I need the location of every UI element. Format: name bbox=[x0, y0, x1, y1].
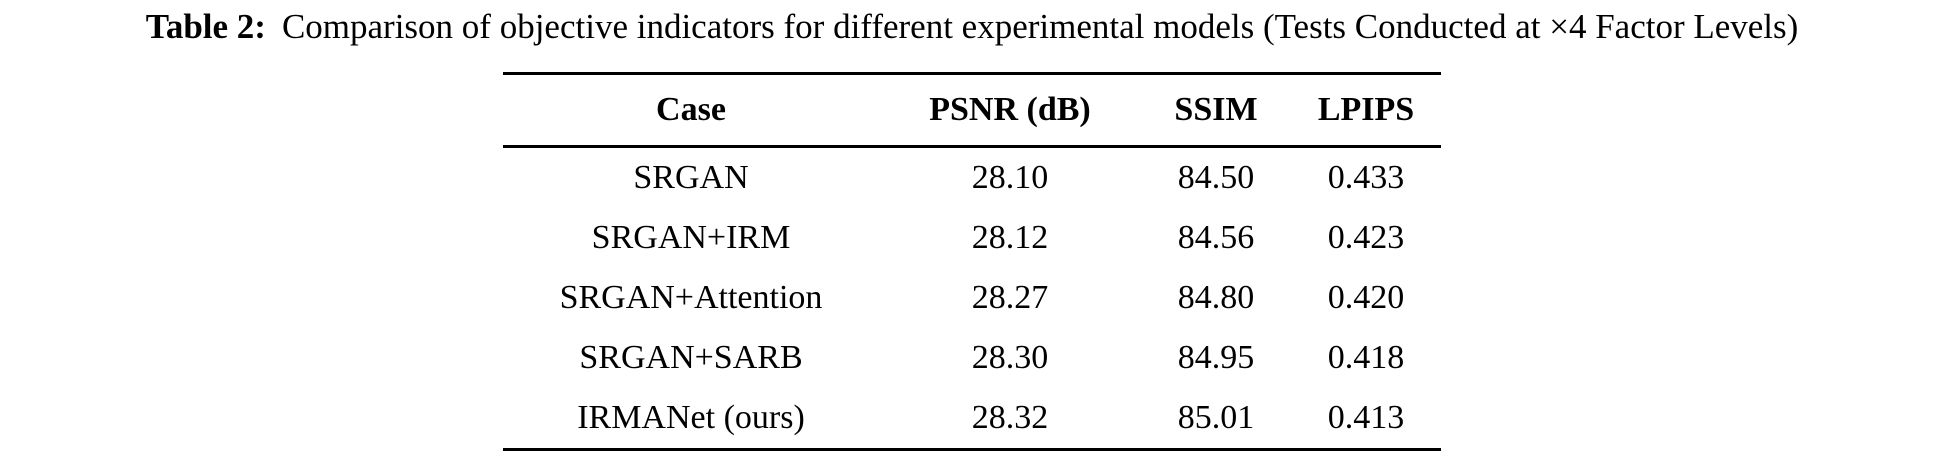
cell-psnr: 28.27 bbox=[971, 279, 1049, 316]
cell-lpips: 0.423 bbox=[1327, 219, 1405, 256]
cell-psnr: 28.10 bbox=[971, 159, 1049, 196]
cell-case: SRGAN bbox=[633, 159, 749, 196]
cell-case: SRGAN+Attention bbox=[559, 279, 823, 316]
table-caption: Table 2: Comparison of objective indicato… bbox=[0, 0, 1944, 51]
table-row-srgan-attention: SRGAN+Attention 28.27 84.80 0.420 bbox=[503, 268, 1441, 328]
cell-case: IRMANet (ours) bbox=[577, 399, 805, 436]
cell-case: SRGAN+IRM bbox=[591, 219, 791, 256]
table-row-irmanet-ours: IRMANet (ours) 28.32 85.01 0.413 bbox=[503, 388, 1441, 450]
table-caption-label: Table 2: bbox=[145, 7, 266, 46]
cell-ssim: 84.56 bbox=[1177, 219, 1255, 256]
results-table: Case PSNR (dB) SSIM LPIPS SRGAN 28.10 84… bbox=[503, 72, 1441, 451]
table-caption-text: Comparison of objective indicators for d… bbox=[281, 7, 1799, 46]
column-header-psnr: PSNR (dB) bbox=[879, 73, 1141, 148]
cell-case: SRGAN+SARB bbox=[579, 339, 803, 376]
header-row: Case PSNR (dB) SSIM LPIPS bbox=[503, 73, 1441, 148]
cell-psnr: 28.30 bbox=[971, 339, 1049, 376]
cell-lpips: 0.413 bbox=[1327, 399, 1405, 436]
cell-lpips: 0.433 bbox=[1327, 159, 1405, 196]
cell-lpips: 0.418 bbox=[1327, 339, 1405, 376]
cell-psnr: 28.12 bbox=[971, 219, 1049, 256]
table-row-srgan-irm: SRGAN+IRM 28.12 84.56 0.423 bbox=[503, 208, 1441, 268]
cell-ssim: 84.80 bbox=[1177, 279, 1255, 316]
column-header-ssim: SSIM bbox=[1141, 73, 1291, 148]
table-row-srgan-sarb: SRGAN+SARB 28.30 84.95 0.418 bbox=[503, 328, 1441, 388]
cell-ssim: 84.95 bbox=[1177, 339, 1255, 376]
cell-psnr: 28.32 bbox=[971, 399, 1049, 436]
column-header-case: Case bbox=[503, 73, 879, 148]
table-row-srgan: SRGAN 28.10 84.50 0.433 bbox=[503, 147, 1441, 209]
cell-ssim: 85.01 bbox=[1177, 399, 1255, 436]
cell-lpips: 0.420 bbox=[1327, 279, 1405, 316]
cell-ssim: 84.50 bbox=[1177, 159, 1255, 196]
column-header-lpips: LPIPS bbox=[1291, 73, 1441, 148]
